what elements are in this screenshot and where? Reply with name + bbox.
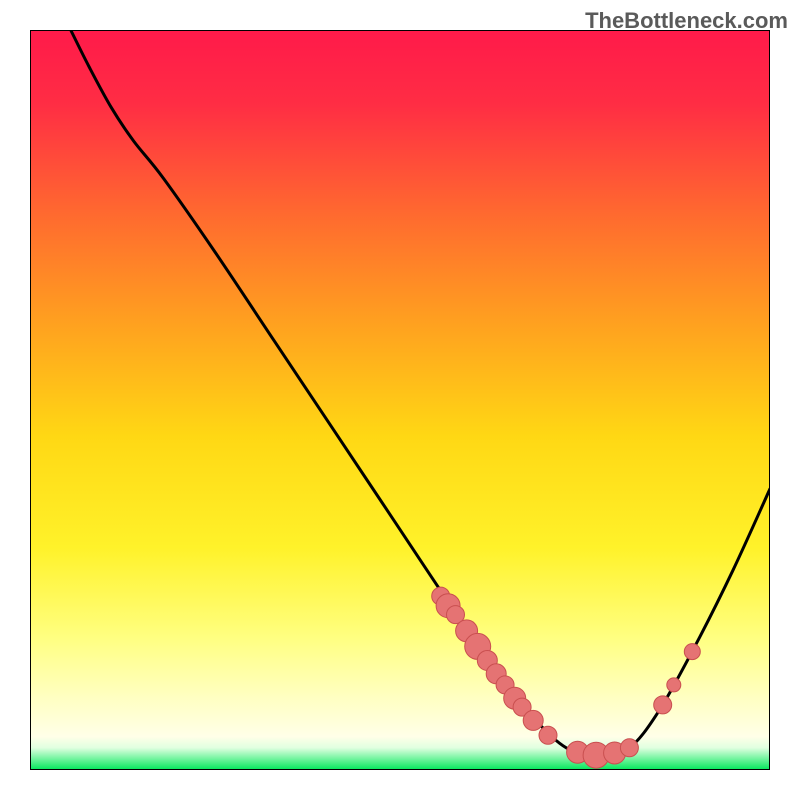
watermark-text: TheBottleneck.com <box>585 8 788 34</box>
data-marker <box>667 678 681 692</box>
data-marker <box>539 726 557 744</box>
data-marker <box>620 739 638 757</box>
chart-container: TheBottleneck.com <box>0 0 800 800</box>
data-marker <box>654 696 672 714</box>
data-marker <box>523 710 543 730</box>
plot-area <box>30 30 770 770</box>
gradient-background <box>30 30 770 770</box>
chart-svg <box>30 30 770 770</box>
data-marker <box>684 644 700 660</box>
